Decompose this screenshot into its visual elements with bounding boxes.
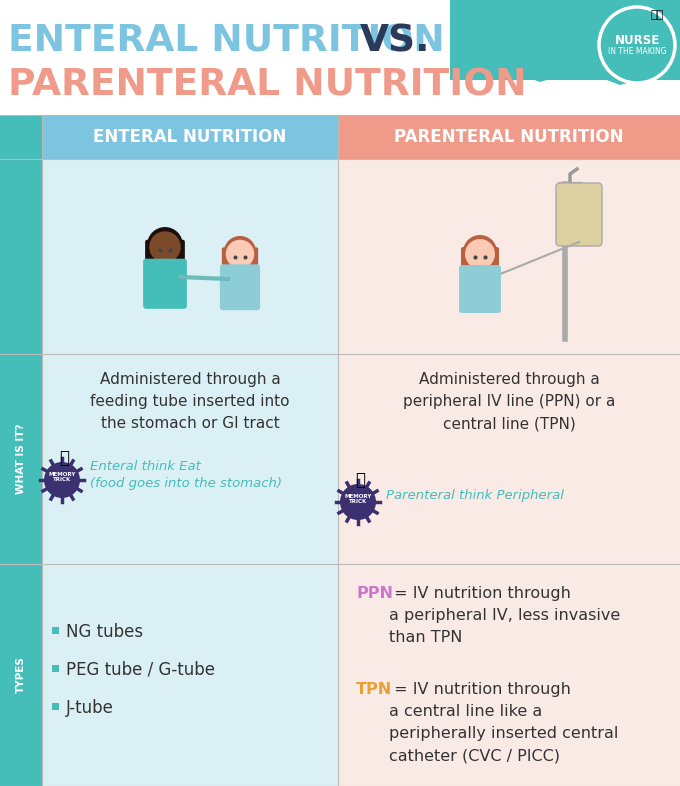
Circle shape [44,462,80,498]
Text: 🇮🇩: 🇮🇩 [650,10,664,20]
FancyBboxPatch shape [52,665,59,672]
FancyBboxPatch shape [338,115,680,159]
Text: ENTERAL NUTRITION: ENTERAL NUTRITION [8,24,458,60]
Text: (food goes into the stomach): (food goes into the stomach) [90,477,282,490]
Text: Administered through a
feeding tube inserted into
the stomach or GI tract: Administered through a feeding tube inse… [90,372,290,432]
Circle shape [147,227,183,263]
FancyBboxPatch shape [461,247,471,296]
Text: PPN: PPN [356,586,393,601]
Text: Enteral think Eat: Enteral think Eat [90,460,201,473]
Text: = IV nutrition through
a peripheral IV, less invasive
than TPN: = IV nutrition through a peripheral IV, … [389,586,620,645]
Text: VS.: VS. [360,24,430,60]
FancyBboxPatch shape [220,264,260,310]
FancyBboxPatch shape [489,247,499,296]
Text: TYPES: TYPES [16,656,26,693]
Circle shape [340,484,376,520]
Circle shape [465,239,495,269]
Circle shape [226,240,254,268]
FancyBboxPatch shape [0,115,42,786]
FancyBboxPatch shape [0,0,680,115]
FancyBboxPatch shape [248,248,258,294]
FancyBboxPatch shape [338,564,680,786]
Circle shape [149,231,181,263]
Text: Parenteral think Peripheral: Parenteral think Peripheral [386,489,564,502]
Text: MEMORY
TRICK: MEMORY TRICK [48,472,75,483]
FancyBboxPatch shape [222,248,232,294]
Text: WHAT IS IT?: WHAT IS IT? [16,424,26,494]
FancyBboxPatch shape [52,627,59,634]
Polygon shape [450,0,680,85]
Text: J-tube: J-tube [66,699,114,717]
FancyBboxPatch shape [338,354,680,564]
Text: 💡: 💡 [355,471,365,489]
Text: 💡: 💡 [59,449,69,467]
Circle shape [599,7,675,83]
FancyBboxPatch shape [52,703,59,710]
FancyBboxPatch shape [42,115,338,159]
Text: ENTERAL NUTRITION: ENTERAL NUTRITION [93,128,287,146]
FancyBboxPatch shape [42,159,338,354]
FancyBboxPatch shape [338,159,680,354]
Text: NURSE: NURSE [614,34,660,46]
Circle shape [463,235,497,269]
FancyBboxPatch shape [143,259,187,309]
FancyBboxPatch shape [145,240,156,291]
FancyBboxPatch shape [450,0,680,80]
Text: = IV nutrition through
a central line like a
peripherally inserted central
cathe: = IV nutrition through a central line li… [389,682,618,764]
Text: PARENTERAL NUTRITION: PARENTERAL NUTRITION [394,128,624,146]
FancyBboxPatch shape [556,183,602,246]
FancyBboxPatch shape [459,265,501,313]
Circle shape [224,236,256,268]
FancyBboxPatch shape [42,564,338,786]
Text: TPN: TPN [356,682,392,697]
Text: NG tubes: NG tubes [66,623,143,641]
Text: PARENTERAL NUTRITION: PARENTERAL NUTRITION [8,67,526,103]
Text: IN THE MAKING: IN THE MAKING [608,47,666,57]
Text: MEMORY
TRICK: MEMORY TRICK [344,494,372,505]
FancyBboxPatch shape [42,354,338,564]
FancyBboxPatch shape [175,240,185,291]
Text: PEG tube / G-tube: PEG tube / G-tube [66,661,215,679]
Text: Administered through a
peripheral IV line (PPN) or a
central line (TPN): Administered through a peripheral IV lin… [403,372,615,432]
